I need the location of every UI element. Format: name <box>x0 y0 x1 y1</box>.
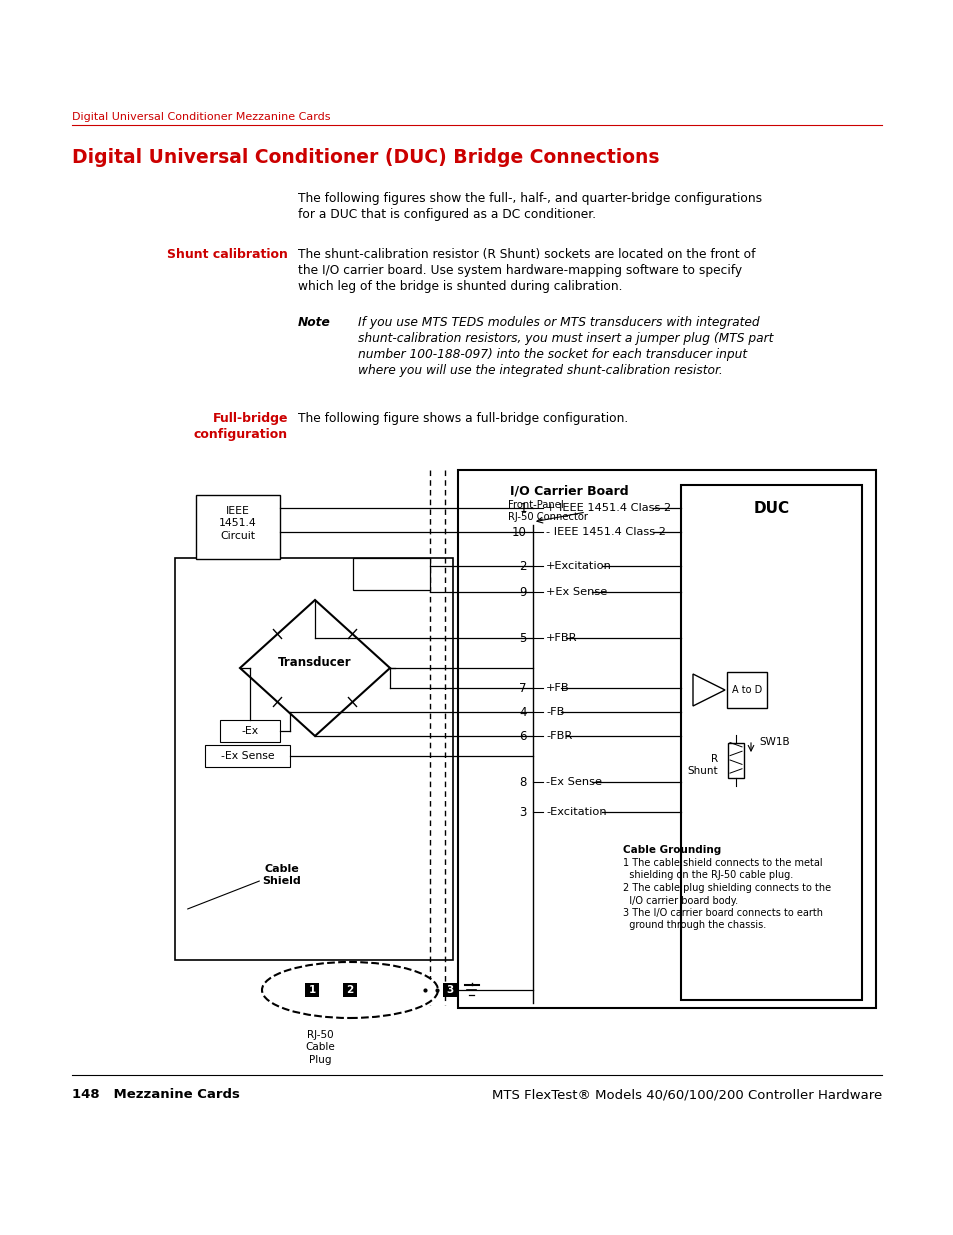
Text: -FBR: -FBR <box>545 731 572 741</box>
Text: Cable Grounding: Cable Grounding <box>622 845 720 855</box>
Text: where you will use the integrated shunt-calibration resistor.: where you will use the integrated shunt-… <box>357 364 722 377</box>
Polygon shape <box>692 674 724 706</box>
Text: 2: 2 <box>346 986 354 995</box>
Text: The shunt-calibration resistor (R Shunt) sockets are located on the front of: The shunt-calibration resistor (R Shunt)… <box>297 248 755 261</box>
Bar <box>726 672 766 708</box>
Text: Transducer: Transducer <box>278 657 352 669</box>
Text: IEEE
1451.4
Circuit: IEEE 1451.4 Circuit <box>219 506 256 541</box>
Text: shunt-calibration resistors, you must insert a jumper plug (MTS part: shunt-calibration resistors, you must in… <box>357 332 773 345</box>
Text: 1: 1 <box>308 986 315 995</box>
Text: 1 The cable shield connects to the metal: 1 The cable shield connects to the metal <box>622 858 821 868</box>
Text: Cable
Shield: Cable Shield <box>262 863 301 887</box>
Text: shielding on the RJ-50 cable plug.: shielding on the RJ-50 cable plug. <box>622 871 792 881</box>
Text: the I/O carrier board. Use system hardware-mapping software to specify: the I/O carrier board. Use system hardwa… <box>297 264 741 277</box>
Text: Digital Universal Conditioner Mezzanine Cards: Digital Universal Conditioner Mezzanine … <box>71 112 330 122</box>
Bar <box>727 742 743 778</box>
Text: DUC: DUC <box>753 501 789 516</box>
Text: 2 The cable plug shielding connects to the: 2 The cable plug shielding connects to t… <box>622 883 830 893</box>
Text: +FBR: +FBR <box>545 634 577 643</box>
Text: -Ex Sense: -Ex Sense <box>220 751 274 761</box>
Bar <box>174 558 453 960</box>
Text: +Ex Sense: +Ex Sense <box>545 587 607 597</box>
Text: 3: 3 <box>446 986 453 995</box>
Text: 10: 10 <box>512 526 526 538</box>
Bar <box>343 983 356 997</box>
Bar <box>457 471 875 1008</box>
Bar <box>353 558 430 590</box>
Text: I/O Carrier Board: I/O Carrier Board <box>510 484 628 496</box>
Text: 1: 1 <box>519 501 526 515</box>
Text: Note: Note <box>297 316 331 329</box>
Text: 148   Mezzanine Cards: 148 Mezzanine Cards <box>71 1088 239 1100</box>
Text: R
Shunt: R Shunt <box>687 755 718 776</box>
Text: RJ-50
Cable
Plug: RJ-50 Cable Plug <box>305 1030 335 1065</box>
Bar <box>195 495 280 559</box>
Text: configuration: configuration <box>193 429 288 441</box>
Text: -Excitation: -Excitation <box>545 806 606 818</box>
Text: Full-bridge: Full-bridge <box>213 412 288 425</box>
Text: A to D: A to D <box>731 685 761 695</box>
Text: Front-Panel
RJ-50 Connector: Front-Panel RJ-50 Connector <box>507 500 587 522</box>
Text: 9: 9 <box>519 585 526 599</box>
Text: The following figure shows a full-bridge configuration.: The following figure shows a full-bridge… <box>297 412 628 425</box>
Text: MTS FlexTest® Models 40/60/100/200 Controller Hardware: MTS FlexTest® Models 40/60/100/200 Contr… <box>491 1088 882 1100</box>
Text: ground through the chassis.: ground through the chassis. <box>622 920 765 930</box>
Text: Shunt calibration: Shunt calibration <box>167 248 288 261</box>
Text: 8: 8 <box>519 776 526 788</box>
Text: -Ex Sense: -Ex Sense <box>545 777 601 787</box>
Text: If you use MTS TEDS modules or MTS transducers with integrated: If you use MTS TEDS modules or MTS trans… <box>357 316 759 329</box>
Text: 3: 3 <box>519 805 526 819</box>
Text: SW1B: SW1B <box>759 737 789 747</box>
Polygon shape <box>240 600 390 736</box>
Text: 3 The I/O carrier board connects to earth: 3 The I/O carrier board connects to eart… <box>622 908 822 918</box>
Bar <box>442 983 456 997</box>
Text: 6: 6 <box>519 730 526 742</box>
Bar <box>205 745 290 767</box>
Text: - IEEE 1451.4 Class 2: - IEEE 1451.4 Class 2 <box>545 527 665 537</box>
Bar <box>680 485 862 1000</box>
Text: +FB: +FB <box>545 683 569 693</box>
Text: 2: 2 <box>519 559 526 573</box>
Text: + IEEE 1451.4 Class 2: + IEEE 1451.4 Class 2 <box>545 503 670 513</box>
Text: -Ex: -Ex <box>241 726 258 736</box>
Text: +Excitation: +Excitation <box>545 561 611 571</box>
Text: number 100-188-097) into the socket for each transducer input: number 100-188-097) into the socket for … <box>357 348 746 361</box>
Text: which leg of the bridge is shunted during calibration.: which leg of the bridge is shunted durin… <box>297 280 622 293</box>
Text: 4: 4 <box>519 705 526 719</box>
Text: for a DUC that is configured as a DC conditioner.: for a DUC that is configured as a DC con… <box>297 207 596 221</box>
Text: Digital Universal Conditioner (DUC) Bridge Connections: Digital Universal Conditioner (DUC) Brid… <box>71 148 659 167</box>
Text: -FB: -FB <box>545 706 564 718</box>
Bar <box>220 720 280 742</box>
Text: The following figures show the full-, half-, and quarter-bridge configurations: The following figures show the full-, ha… <box>297 191 761 205</box>
Text: I/O carrier board body.: I/O carrier board body. <box>622 895 738 905</box>
Text: 7: 7 <box>519 682 526 694</box>
Ellipse shape <box>262 962 437 1018</box>
Bar <box>305 983 318 997</box>
Text: 5: 5 <box>519 631 526 645</box>
